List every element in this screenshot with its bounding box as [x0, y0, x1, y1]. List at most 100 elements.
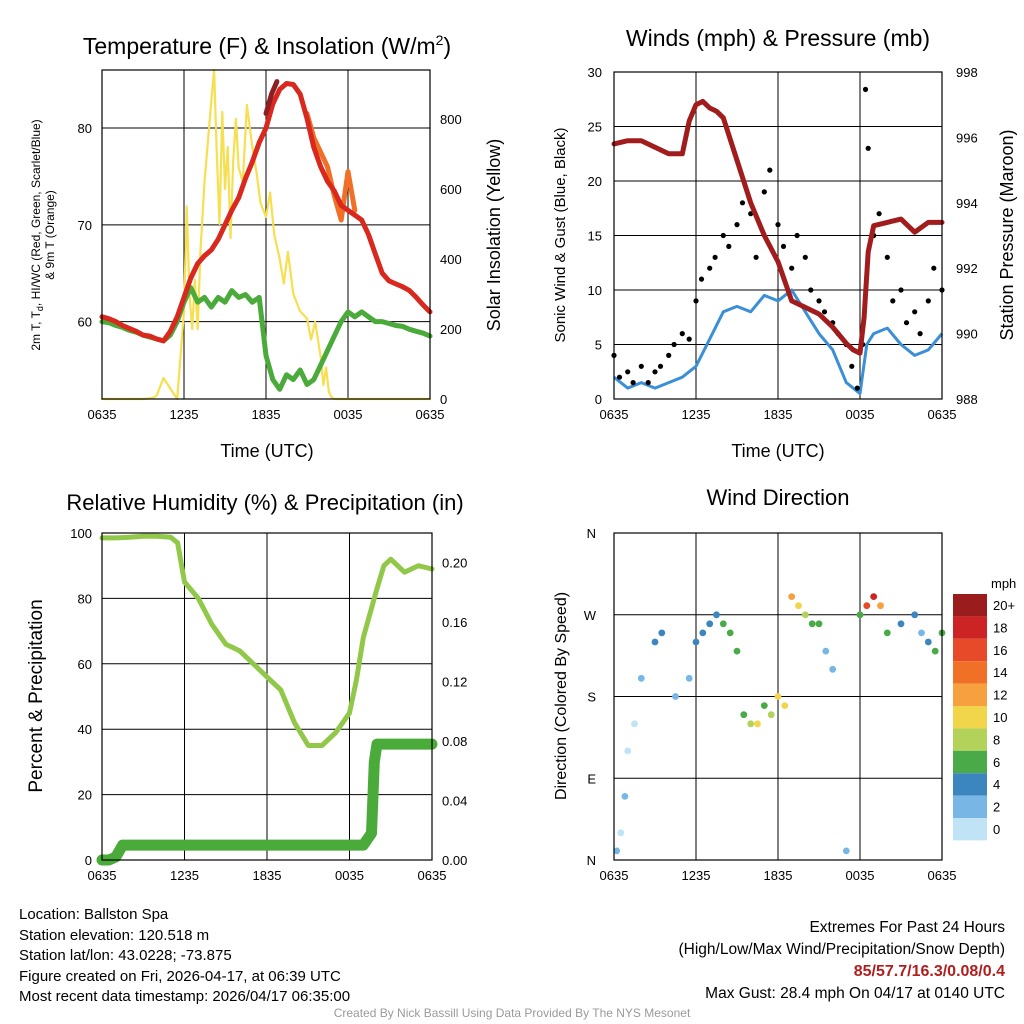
- direction-point: [617, 829, 625, 837]
- gust-point: [616, 374, 623, 380]
- series-relative-humidity: [99, 533, 435, 748]
- gust-point: [761, 189, 767, 195]
- humidity-y-tick-label: 60: [78, 657, 92, 672]
- humidity-x-tick-label: 1835: [253, 868, 282, 883]
- gust-point: [707, 265, 713, 271]
- station-location: Location: Ballston Spa: [19, 906, 169, 923]
- extremes-title: Extremes For Past 24 Hours: [809, 919, 1005, 936]
- legend-label: 8: [993, 732, 1000, 747]
- temperature-x-tick-label: 0635: [88, 407, 117, 422]
- legend-swatch: [953, 616, 987, 639]
- temperature-x-tick-label: 0635: [416, 407, 445, 422]
- gust-point: [849, 363, 855, 369]
- gust-point: [625, 369, 631, 375]
- max-gust: Max Gust: 28.4 mph On 04/17 at 0140 UTC: [705, 985, 1005, 1002]
- direction-point: [883, 629, 891, 637]
- pressure-y-tick-label: 990: [956, 327, 978, 342]
- temperature-chart-title: Temperature (F) & Insolation (W/m2): [83, 32, 451, 59]
- winds-x-tick-label: 1235: [682, 407, 711, 422]
- legend-swatch: [953, 683, 987, 706]
- station-elevation: Station elevation: 120.518 m: [19, 926, 210, 944]
- series-9m-t: [304, 111, 358, 223]
- legend-swatch: [953, 706, 987, 729]
- gust-point: [780, 243, 787, 249]
- direction-point: [747, 720, 755, 728]
- winds-chart-title: Winds (mph) & Pressure (mb): [626, 25, 930, 51]
- direction-point: [613, 847, 621, 855]
- gust-point: [739, 200, 746, 206]
- series-station-pressure: [611, 98, 945, 356]
- precipitation-y-tick-label: 0.12: [442, 675, 467, 690]
- gust-point: [862, 86, 869, 92]
- winds-y-tick-label: 20: [588, 174, 602, 189]
- winds-y-axis-label-left: Sonic Wind & Gust (Blue, Black): [552, 127, 569, 342]
- winds-y-tick-label: 15: [588, 229, 602, 244]
- insolation-y-tick-label: 0: [440, 392, 447, 407]
- direction-point: [637, 674, 645, 682]
- pressure-y-tick-label: 996: [956, 130, 978, 145]
- direction-point: [842, 847, 850, 855]
- gust-point: [925, 298, 931, 304]
- temperature-y-axis-label-left: 2m T, Td, HI/WC (Red, Green, Scarlet/Blu…: [29, 119, 45, 350]
- humidity-y-axis-label-left: Percent & Precipitation: [26, 599, 47, 792]
- series-sonic-wind: [613, 288, 944, 396]
- direction-point: [621, 793, 629, 800]
- legend-label: 14: [993, 665, 1007, 680]
- gust-point: [645, 380, 651, 386]
- direction-point: [706, 620, 714, 628]
- legend-label: 4: [993, 777, 1000, 792]
- direction-point: [918, 629, 925, 637]
- gust-point: [876, 211, 882, 217]
- winds-y-tick-label: 30: [588, 65, 602, 80]
- legend-label: 2: [993, 800, 1000, 815]
- gust-point: [666, 352, 672, 358]
- humidity-y-tick-label: 100: [70, 526, 92, 541]
- wind-direction-x-tick-label: 1235: [682, 868, 711, 883]
- wind-direction-x-tick-label: 0635: [928, 868, 957, 883]
- gust-point: [652, 369, 658, 375]
- direction-point: [760, 702, 768, 709]
- direction-point: [624, 747, 632, 755]
- pressure-y-tick-label: 994: [956, 196, 978, 211]
- precipitation-y-tick-label: 0.08: [442, 734, 467, 749]
- temperature-panel: Temperature (F) & Insolation (W/m2) 0635…: [29, 32, 504, 461]
- gust-point: [679, 331, 685, 337]
- gust-point: [912, 309, 918, 315]
- extremes-summary: Extremes For Past 24 Hours (High/Low/Max…: [679, 917, 1006, 1005]
- precipitation-y-tick-label: 0.20: [442, 556, 467, 571]
- legend-title: mph: [991, 576, 1016, 591]
- winds-panel: Winds (mph) & Pressure (mb) 0635 1235 1835…: [552, 25, 1017, 461]
- gust-point: [671, 341, 677, 348]
- legend-label: 18: [993, 620, 1007, 635]
- insolation-y-tick-label: 600: [440, 182, 462, 197]
- gust-point: [794, 232, 800, 239]
- legend-swatch: [953, 638, 987, 662]
- gust-point: [789, 265, 795, 271]
- wind-direction-y-axis-label: Direction (Colored By Speed): [553, 592, 570, 800]
- gust-point: [726, 243, 732, 249]
- station-info: Location: Ballston Spa Station elevation…: [19, 905, 350, 1008]
- wind-direction-x-tick-label: 0035: [846, 868, 875, 883]
- extremes-values: 85/57.7/16.3/0.08/0.4: [853, 963, 1005, 980]
- direction-point: [863, 602, 871, 610]
- direction-point: [808, 620, 816, 628]
- direction-point: [692, 638, 700, 646]
- direction-point: [754, 720, 761, 728]
- gust-point: [802, 254, 808, 260]
- direction-point: [774, 693, 782, 700]
- legend-swatch: [953, 818, 987, 841]
- gust-point: [890, 298, 896, 304]
- wind-direction-x-tick-label: 1835: [764, 868, 793, 883]
- gust-point: [854, 385, 860, 391]
- gust-point: [753, 254, 759, 260]
- wind-direction-y-tick-label: N: [587, 853, 596, 868]
- humidity-x-tick-label: 1235: [170, 868, 199, 883]
- legend-swatch: [953, 728, 987, 751]
- winds-y-tick-label: 0: [595, 392, 602, 407]
- legend-swatch: [953, 661, 987, 684]
- temperature-x-tick-label: 1235: [170, 407, 199, 422]
- direction-point: [822, 647, 830, 655]
- legend-label: 0: [993, 822, 1000, 837]
- series-precipitation: [96, 738, 438, 866]
